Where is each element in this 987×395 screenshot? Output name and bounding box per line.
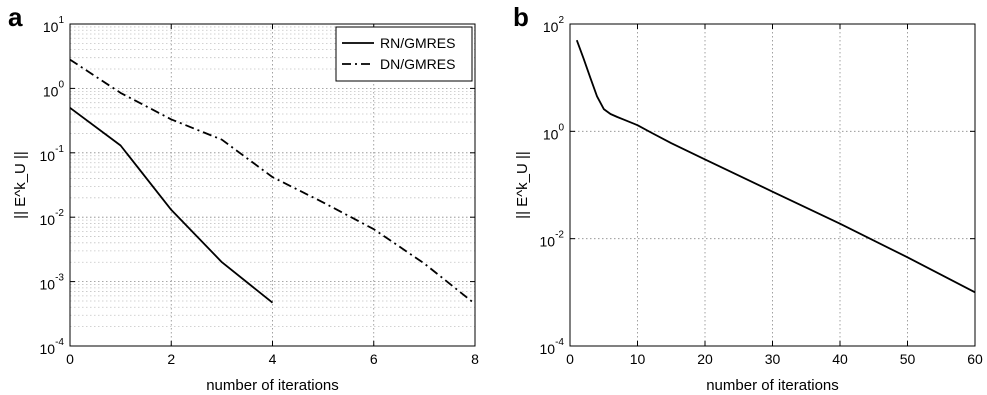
y-tick-label: 10-4 xyxy=(540,337,565,357)
y-axis-label: || E^k_U || xyxy=(514,151,531,219)
legend: RN/GMRES DN/GMRES xyxy=(335,26,473,82)
x-tick-label: 60 xyxy=(967,351,983,367)
y-tick-label: 10-2 xyxy=(40,208,65,228)
legend-label: RN/GMRES xyxy=(380,35,455,51)
y-tick-exponent: -1 xyxy=(55,144,64,155)
y-tick-exponent: -4 xyxy=(555,337,564,348)
x-tick-label: 40 xyxy=(832,351,848,367)
y-tick-exponent: 1 xyxy=(58,15,64,26)
x-axis-label: number of iterations xyxy=(706,377,839,394)
y-axis-label: || E^k_U || xyxy=(12,151,29,219)
x-tick-label: 4 xyxy=(269,351,277,367)
x-tick-label: 30 xyxy=(765,351,781,367)
axes-box xyxy=(569,23,976,347)
x-tick-label: 10 xyxy=(630,351,646,367)
grid xyxy=(570,24,975,346)
y-tick-exponent: -4 xyxy=(55,337,64,348)
y-tick-exponent: 0 xyxy=(58,79,64,90)
y-tick-exponent: 0 xyxy=(558,122,564,133)
y-tick-exponent: -3 xyxy=(55,273,64,284)
y-tick-label: 10-1 xyxy=(40,144,65,164)
legend-box xyxy=(335,26,473,82)
x-tick-label: 0 xyxy=(566,351,574,367)
y-tick-label: 100 xyxy=(43,79,65,99)
y-tick-label: 10-4 xyxy=(40,337,65,357)
y-tick-label: 102 xyxy=(543,15,565,35)
x-tick-label: 20 xyxy=(697,351,713,367)
x-axis-label: number of iterations xyxy=(206,377,339,394)
y-tick-exponent: -2 xyxy=(55,208,64,219)
y-tick-exponent: -2 xyxy=(555,230,564,241)
panel-letter: a xyxy=(8,2,23,32)
x-tick-label: 0 xyxy=(66,351,74,367)
axes-box xyxy=(69,23,476,347)
series-line-dn-gmres xyxy=(69,58,476,305)
series-line-series-0 xyxy=(575,39,976,294)
y-tick-label: 10-2 xyxy=(540,230,565,250)
x-tick-label: 6 xyxy=(370,351,378,367)
x-tick-label: 2 xyxy=(167,351,175,367)
x-tick-label: 8 xyxy=(471,351,479,367)
x-tick-label: 50 xyxy=(900,351,916,367)
y-tick-exponent: 2 xyxy=(558,15,564,26)
series-line-rn-gmres xyxy=(69,107,274,304)
y-tick-label: 101 xyxy=(43,15,65,35)
y-tick-label: 100 xyxy=(543,122,565,142)
y-tick-label: 10-3 xyxy=(40,273,65,293)
panel-letter: b xyxy=(513,2,529,32)
legend-label: DN/GMRES xyxy=(380,56,455,72)
